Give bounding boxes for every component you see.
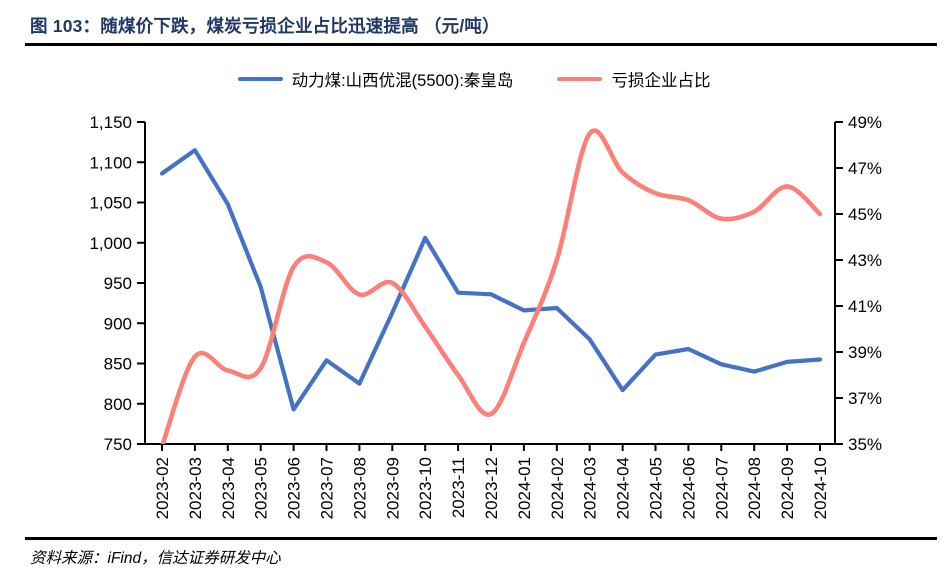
loss-ratio-line [160,128,823,444]
left-axis-label: 800 [104,395,132,414]
x-axis-label: 2024-08 [745,457,764,519]
right-axis-label: 37% [848,389,882,408]
x-axis-label: 2023-04 [219,457,238,519]
x-axis-label: 2024-07 [712,457,731,519]
x-axis-label: 2023-11 [449,457,468,518]
x-axis-label: 2024-04 [614,457,633,519]
right-axis-label: 47% [848,159,882,178]
x-axis-label: 2024-03 [581,457,600,519]
price-line [159,148,823,412]
left-axis-label: 1,150 [89,113,132,132]
data-source-note: 资料来源：iFind，信达证券研发中心 [30,550,281,567]
x-axis-label: 2024-06 [679,457,698,519]
chart-legend: 动力煤:山西优混(5500):秦皇岛 亏损企业占比 [0,67,948,91]
x-axis-label: 2024-09 [778,457,797,519]
left-axis-label: 950 [104,274,132,293]
x-axis-label: 2023-08 [350,457,369,519]
axis-tick-labels: 1,150 1,100 1,050 1,000 950 900 850 800 750 49% 47… [89,113,882,519]
left-axis-label: 900 [104,314,132,333]
right-axis-label: 45% [848,205,882,224]
left-axis-label: 1,000 [89,234,132,253]
x-axis-label: 2023-10 [416,457,435,519]
figure-title: 图 103：随煤价下跌，煤炭亏损企业占比迅速提高 （元/吨） [30,16,500,36]
title-divider [25,43,937,46]
right-axis-label: 41% [848,297,882,316]
right-axis-label: 35% [848,435,882,454]
price-legend-label: 动力煤:山西优混(5500):秦皇岛 [291,72,514,90]
x-axis-label: 2023-05 [252,457,271,519]
left-axis-label: 750 [104,435,132,454]
loss-ratio-legend-label: 亏损企业占比 [611,72,711,90]
left-axis-label: 1,050 [89,194,132,213]
x-axis-label: 2024-10 [811,457,830,519]
x-axis-label: 2023-03 [186,457,205,519]
x-axis-label: 2023-07 [318,457,337,519]
x-axis-label: 2023-06 [285,457,304,519]
right-axis-label: 39% [848,343,882,362]
price-line-swatch-icon [237,76,283,82]
axis-ticks [137,121,843,451]
x-axis-label: 2024-01 [515,457,534,519]
x-axis-label: 2024-05 [647,457,666,519]
right-axis-label: 49% [848,113,882,132]
footer-divider [25,537,937,540]
right-axis-label: 43% [848,251,882,270]
x-axis-label: 2023-02 [153,457,172,519]
axes [144,122,836,445]
loss-ratio-line-swatch-icon [557,76,603,82]
x-axis-label: 2024-02 [548,457,567,519]
legend-item-price: 动力煤:山西优混(5500):秦皇岛 [237,67,514,91]
left-axis-label: 850 [104,355,132,374]
legend-item-loss-ratio: 亏损企业占比 [557,67,710,91]
x-axis-label: 2023-09 [383,457,402,519]
x-axis-label: 2023-12 [482,457,501,519]
left-axis-label: 1,100 [89,153,132,172]
